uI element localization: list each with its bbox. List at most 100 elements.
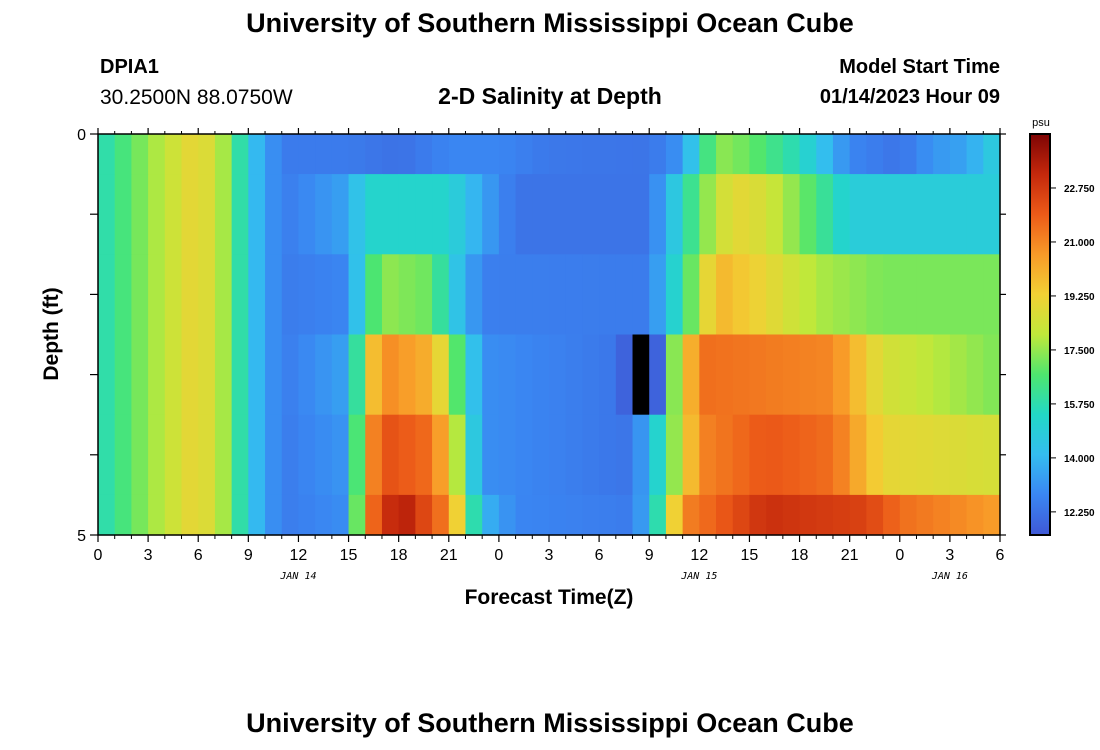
page-title: University of Southern Mississippi Ocean… — [246, 8, 854, 38]
heatmap-cell — [682, 254, 700, 336]
heatmap-cell — [331, 174, 350, 255]
heatmap-cell — [716, 134, 734, 175]
heatmap-cell — [532, 254, 550, 336]
x-tick-label: 3 — [545, 547, 554, 564]
heatmap-cell — [164, 174, 183, 255]
x-tick-label: 18 — [791, 547, 809, 564]
colorbar-tick-label: 19.250 — [1064, 292, 1095, 303]
heatmap-cell — [599, 134, 617, 175]
heatmap-cell — [98, 254, 116, 336]
heatmap-cell — [565, 254, 583, 336]
heatmap-cell — [482, 334, 500, 416]
heatmap-cell — [498, 254, 517, 336]
heatmap-cell — [231, 334, 249, 416]
heatmap-cell — [582, 414, 600, 496]
heatmap-cell — [782, 254, 801, 336]
heatmap-cell — [415, 174, 433, 255]
heatmap-cell — [448, 334, 467, 416]
heatmap-cell — [966, 254, 984, 336]
heatmap-cell — [482, 174, 500, 255]
heatmap-cell — [315, 494, 333, 536]
colorbar-tick-label: 12.250 — [1064, 508, 1095, 519]
y-tick-label: 0 — [77, 127, 86, 144]
heatmap-cell — [615, 134, 634, 175]
heatmap-cell — [515, 134, 533, 175]
x-tick-label: 0 — [895, 547, 904, 564]
station-id: DPIA1 — [100, 56, 159, 78]
heatmap-cell — [832, 414, 851, 496]
heatmap-cell — [832, 174, 851, 255]
heatmap-cell — [448, 134, 467, 175]
colorbar-tick-label: 22.750 — [1064, 184, 1095, 195]
heatmap-cell — [582, 134, 600, 175]
colorbar-tick-label: 17.500 — [1064, 346, 1095, 357]
heatmap-cell — [883, 414, 901, 496]
heatmap-cell — [148, 494, 166, 536]
heatmap-cell — [181, 334, 199, 416]
heatmap-cell — [599, 334, 617, 416]
y-tick-label: 5 — [77, 528, 86, 545]
heatmap-cell — [482, 494, 500, 536]
heatmap-cell — [549, 254, 567, 336]
heatmap-cell — [699, 414, 717, 496]
heatmap-cell — [782, 494, 801, 536]
heatmap-cell — [866, 334, 884, 416]
heatmap-cell — [916, 334, 934, 416]
heatmap-cell — [732, 414, 751, 496]
heatmap-cell — [782, 134, 801, 175]
heatmap-cell — [899, 494, 918, 536]
heatmap-cell — [866, 254, 884, 336]
heatmap-cell — [916, 414, 934, 496]
x-axis-label: Forecast Time(Z) — [465, 586, 634, 609]
heatmap-cell — [949, 134, 968, 175]
heatmap-cell — [98, 134, 116, 175]
heatmap-cell — [899, 414, 918, 496]
heatmap-cell — [465, 174, 483, 255]
heatmap-cell — [298, 134, 316, 175]
heatmap-cell — [465, 414, 483, 496]
heatmap-cell — [832, 254, 851, 336]
heatmap-cell — [198, 334, 216, 416]
heatmap-cell — [849, 494, 867, 536]
heatmap-cell — [331, 494, 350, 536]
heatmap-cell — [114, 174, 132, 255]
heatmap-cell — [98, 334, 116, 416]
heatmap-cell — [482, 134, 500, 175]
heatmap-cell — [916, 174, 934, 255]
heatmap-cell — [883, 254, 901, 336]
heatmap-cell — [432, 414, 450, 496]
heatmap-cell — [716, 254, 734, 336]
heatmap-cell — [983, 174, 1001, 255]
heatmap-cell — [582, 334, 600, 416]
heatmap-cell — [265, 254, 283, 336]
heatmap-cell — [799, 494, 817, 536]
heatmap-cell — [365, 414, 383, 496]
heatmap-cell — [682, 334, 700, 416]
heatmap-cell — [398, 134, 416, 175]
x-tick-label: 15 — [340, 547, 358, 564]
heatmap-cell — [381, 414, 400, 496]
heatmap-cell — [716, 174, 734, 255]
heatmap-cell — [398, 494, 416, 536]
heatmap-cell — [933, 334, 951, 416]
heatmap-cell — [582, 254, 600, 336]
heatmap-cell — [983, 334, 1001, 416]
heatmap-cell — [615, 494, 634, 536]
heatmap-cell — [699, 334, 717, 416]
heatmap-cell — [432, 134, 450, 175]
heatmap-cell — [749, 414, 767, 496]
heatmap-cell — [498, 494, 517, 536]
heatmap-cell — [214, 254, 233, 336]
heatmap-cell — [315, 134, 333, 175]
heatmap-cell — [899, 134, 918, 175]
heatmap-cell — [415, 494, 433, 536]
x-tick-label: 0 — [94, 547, 103, 564]
heatmap-cell — [615, 254, 634, 336]
heatmap-cell — [732, 334, 751, 416]
heatmap-cell — [298, 494, 316, 536]
heatmap-cell — [381, 334, 400, 416]
heatmap-cell — [148, 414, 166, 496]
heatmap-cell — [665, 174, 684, 255]
x-tick-label: 0 — [494, 547, 503, 564]
model-start-time-label: Model Start Time — [839, 56, 1000, 78]
